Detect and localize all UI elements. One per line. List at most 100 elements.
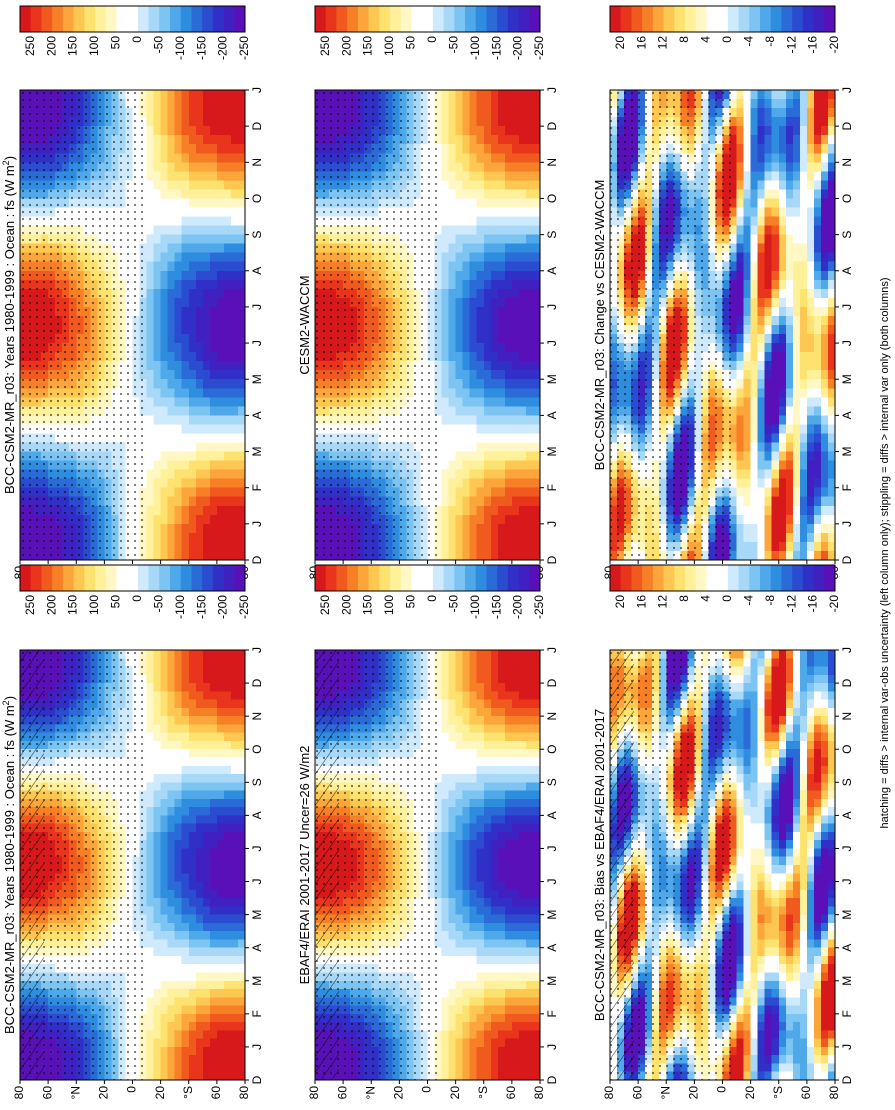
- heatmap-cell: [217, 807, 225, 816]
- heatmap-cell: [168, 915, 176, 924]
- heatmap-cell: [442, 799, 450, 808]
- heatmap-cell: [449, 865, 457, 874]
- heatmap-cell: [779, 973, 787, 982]
- heatmap-cell: [147, 1055, 155, 1064]
- heatmap-cell: [456, 675, 464, 684]
- heatmap-cell: [175, 1014, 183, 1023]
- heatmap-cell: [484, 931, 492, 940]
- heatmap-cell: [498, 848, 506, 857]
- heatmap-cell: [168, 981, 176, 990]
- heatmap-cell: [758, 733, 766, 742]
- heatmap-cell: [484, 1063, 492, 1072]
- heatmap-cell: [519, 799, 527, 808]
- heatmap-cell: [210, 758, 218, 767]
- heatmap-cell: [512, 650, 520, 659]
- heatmap-cell: [484, 758, 492, 767]
- heatmap-cell: [512, 791, 520, 800]
- heatmap-cell: [238, 766, 246, 775]
- heatmap-cell: [477, 774, 485, 783]
- heatmap-cell: [470, 848, 478, 857]
- heatmap-cell: [161, 758, 169, 767]
- heatmap-cell: [519, 848, 527, 857]
- heatmap-cell: [231, 708, 239, 717]
- heatmap-cell: [168, 997, 176, 1006]
- heatmap-cell: [477, 675, 485, 684]
- heatmap-cell: [168, 865, 176, 874]
- heatmap-cell: [800, 973, 808, 982]
- heatmap-cell: [217, 956, 225, 965]
- heatmap-cell: [175, 898, 183, 907]
- heatmap-cell: [744, 691, 752, 700]
- heatmap-cell: [786, 1063, 794, 1072]
- heatmap-cell: [470, 1072, 478, 1081]
- heatmap-cell: [456, 981, 464, 990]
- heatmap-cell: [491, 848, 499, 857]
- heatmap-cell: [779, 840, 787, 849]
- heatmap-cell: [217, 667, 225, 676]
- heatmap-cell: [456, 724, 464, 733]
- heatmap-cell: [175, 683, 183, 692]
- heatmap-cell: [470, 650, 478, 659]
- heatmap-cell: [189, 815, 197, 824]
- heatmap-cell: [147, 700, 155, 709]
- heatmap-cell: [505, 1030, 513, 1039]
- heatmap-cell: [456, 691, 464, 700]
- heatmap-cell: [744, 650, 752, 659]
- heatmap-cell: [807, 675, 815, 684]
- heatmap-cell: [161, 1030, 169, 1039]
- heatmap-cell: [224, 782, 232, 791]
- heatmap-cell: [793, 1022, 801, 1031]
- heatmap-cell: [758, 1014, 766, 1023]
- heatmap-cell: [477, 865, 485, 874]
- heatmap-cell: [737, 931, 745, 940]
- heatmap-cell: [477, 749, 485, 758]
- heatmap-cell: [168, 683, 176, 692]
- heatmap-cell: [210, 741, 218, 750]
- heatmap-cell: [807, 931, 815, 940]
- heatmap-cell: [533, 1022, 541, 1031]
- heatmap-cell: [772, 716, 780, 725]
- heatmap-cell: [147, 667, 155, 676]
- heatmap-cell: [779, 832, 787, 841]
- heatmap-cell: [224, 1030, 232, 1039]
- heatmap-cell: [456, 931, 464, 940]
- heatmap-cell: [238, 1063, 246, 1072]
- heatmap-cell: [470, 824, 478, 833]
- heatmap-cell: [210, 782, 218, 791]
- heatmap-cell: [779, 857, 787, 866]
- heatmap-cell: [196, 650, 204, 659]
- heatmap-cell: [793, 766, 801, 775]
- heatmap-cell: [814, 650, 822, 659]
- heatmap-cell: [498, 989, 506, 998]
- heatmap-cell: [758, 716, 766, 725]
- heatmap-cell: [182, 675, 190, 684]
- heatmap-cell: [751, 1063, 759, 1072]
- heatmap-cell: [772, 774, 780, 783]
- heatmap-cell: [154, 873, 162, 882]
- heatmap-cell: [210, 973, 218, 982]
- heatmap-cell: [484, 650, 492, 659]
- heatmap-cell: [786, 906, 794, 915]
- heatmap-cell: [519, 973, 527, 982]
- heatmap-cell: [161, 832, 169, 841]
- heatmap-cell: [491, 997, 499, 1006]
- heatmap-cell: [744, 1039, 752, 1048]
- heatmap-cell: [814, 683, 822, 692]
- heatmap-cell: [196, 799, 204, 808]
- heatmap-cell: [751, 807, 759, 816]
- heatmap-cell: [203, 989, 211, 998]
- heatmap-cell: [744, 782, 752, 791]
- heatmap-cell: [512, 898, 520, 907]
- heatmap-cell: [189, 675, 197, 684]
- heatmap-cell: [758, 923, 766, 932]
- heatmap-cell: [147, 741, 155, 750]
- heatmap-cell: [182, 766, 190, 775]
- heatmap-cell: [161, 890, 169, 899]
- heatmap-cell: [224, 882, 232, 891]
- heatmap-cell: [203, 981, 211, 990]
- heatmap-cell: [463, 840, 471, 849]
- heatmap-cell: [449, 997, 457, 1006]
- heatmap-cell: [800, 832, 808, 841]
- heatmap-cell: [189, 667, 197, 676]
- heatmap-cell: [772, 683, 780, 692]
